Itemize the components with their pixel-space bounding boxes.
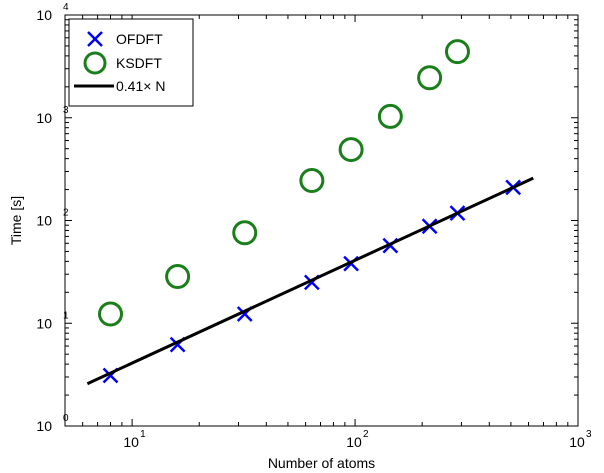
series-0-41-n	[86, 176, 534, 386]
x-tick-label: 10 1	[123, 429, 146, 450]
tick-label-exponent: 1	[63, 310, 69, 321]
y-axis-label: Time [s]	[8, 196, 24, 245]
tick-label-base: 10	[569, 434, 585, 450]
legend-label: OFDFT	[116, 31, 163, 47]
tick-label-base: 10	[36, 315, 52, 331]
y-tick-label: 10 2	[36, 208, 69, 229]
ksdft-point	[417, 65, 443, 91]
tick-label-exponent: 2	[363, 429, 369, 440]
tick-label-exponent: 2	[63, 208, 69, 219]
tick-label-exponent: 3	[586, 429, 592, 440]
x-axis-label: Number of atoms	[268, 455, 375, 471]
legend: OFDFT KSDFT 0.41× N	[68, 18, 194, 107]
ksdft-point	[165, 264, 191, 290]
tick-label-exponent: 0	[63, 413, 69, 424]
ksdft-point	[338, 137, 364, 163]
tick-label-base: 10	[346, 434, 362, 450]
y-tick-label: 10 4	[36, 2, 69, 23]
ksdft-point	[377, 103, 403, 129]
ksdft-point	[299, 168, 325, 194]
tick-label-base: 10	[123, 434, 139, 450]
series-ksdft	[98, 39, 470, 327]
ksdft-point	[444, 39, 470, 65]
y-tick-label: 10 3	[36, 105, 69, 126]
legend-label: 0.41× N	[116, 78, 165, 94]
tick-label-base: 10	[36, 110, 52, 126]
tick-label-exponent: 3	[63, 105, 69, 116]
fit-line	[86, 176, 534, 386]
axes-layer: 10 1 10 2 10 310 010 110 210 310 4	[36, 2, 592, 450]
x-tick-label: 10 3	[569, 429, 592, 450]
y-tick-label: 10 1	[36, 310, 69, 331]
ksdft-point	[232, 220, 258, 246]
series-layer	[86, 39, 534, 386]
tick-label-base: 10	[36, 418, 52, 434]
tick-label-base: 10	[36, 7, 52, 23]
legend-item-ksdft: KSDFT	[83, 51, 162, 75]
legend-item-ofdft: OFDFT	[87, 31, 163, 47]
tick-label-exponent: 1	[140, 429, 146, 440]
legend-marker-x	[87, 31, 103, 47]
x-tick-label: 10 2	[346, 429, 369, 450]
tick-label-base: 10	[36, 213, 52, 229]
ksdft-point	[98, 301, 124, 327]
legend-item-0-41-n: 0.41× N	[74, 78, 165, 94]
y-tick-label: 10 0	[36, 413, 69, 434]
tick-label-exponent: 4	[63, 2, 69, 13]
legend-label: KSDFT	[116, 55, 162, 71]
legend-marker-circle	[83, 51, 107, 75]
